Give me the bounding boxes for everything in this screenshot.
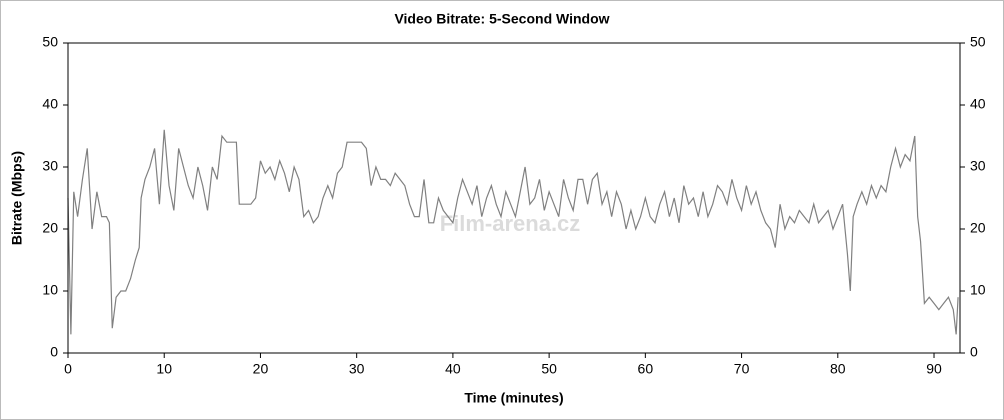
x-tick-label: 90	[926, 361, 942, 377]
x-tick-label: 0	[64, 361, 72, 377]
watermark: Film-arena.cz	[440, 211, 581, 236]
y2-tick-label: 10	[970, 282, 986, 298]
y-tick-label: 40	[42, 96, 58, 112]
y-axis-label: Bitrate (Mbps)	[9, 151, 25, 245]
y2-tick-label: 30	[970, 158, 986, 174]
y2-tick-label: 20	[970, 220, 986, 236]
y-tick-label: 10	[42, 282, 58, 298]
x-axis-label: Time (minutes)	[464, 390, 563, 406]
y-tick-label: 50	[42, 34, 58, 50]
x-tick-label: 20	[253, 361, 269, 377]
y2-tick-label: 0	[970, 344, 978, 360]
line-series	[67, 129, 959, 335]
x-tick-label: 40	[445, 361, 461, 377]
y2-tick-label: 40	[970, 96, 986, 112]
y2-tick-label: 50	[970, 34, 986, 50]
x-tick-label: 80	[830, 361, 846, 377]
x-tick-label: 70	[734, 361, 750, 377]
chart-title: Video Bitrate: 5-Second Window	[394, 11, 609, 27]
y-tick-label: 20	[42, 220, 58, 236]
x-tick-label: 10	[156, 361, 172, 377]
x-tick-label: 50	[541, 361, 557, 377]
x-tick-label: 30	[349, 361, 365, 377]
x-tick-label: 60	[638, 361, 654, 377]
y-tick-label: 0	[50, 344, 58, 360]
plot-frame	[67, 42, 961, 354]
y-tick-label: 30	[42, 158, 58, 174]
